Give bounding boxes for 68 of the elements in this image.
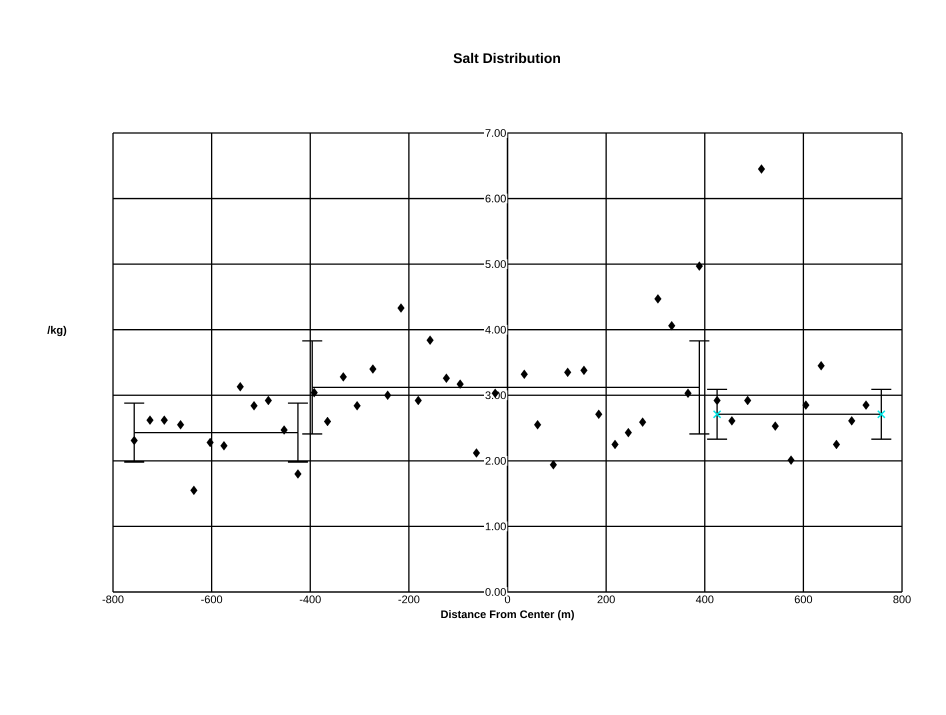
point bbox=[520, 370, 528, 379]
point bbox=[354, 401, 361, 410]
y-tick-label: 6.00 bbox=[486, 194, 506, 202]
point bbox=[456, 379, 464, 389]
point bbox=[146, 415, 154, 425]
y-tick-label: 4.00 bbox=[485, 326, 506, 334]
point bbox=[397, 303, 405, 313]
point bbox=[696, 261, 703, 271]
point bbox=[176, 420, 184, 430]
x-tick-label: 800 bbox=[893, 596, 911, 604]
y-tick-label: 5.00 bbox=[485, 260, 506, 268]
x-tick-label: 200 bbox=[598, 596, 615, 604]
point bbox=[426, 335, 434, 345]
point bbox=[250, 401, 258, 410]
point bbox=[264, 396, 272, 406]
point bbox=[848, 416, 856, 426]
x-tick-label: -800 bbox=[102, 596, 124, 604]
y-tick-label: 2.00 bbox=[486, 456, 506, 465]
point bbox=[160, 415, 168, 425]
point bbox=[595, 410, 602, 419]
point bbox=[340, 372, 347, 382]
y-tick-label: 1.00 bbox=[486, 522, 506, 530]
y-tick-label: 0.00 bbox=[485, 588, 506, 596]
point bbox=[236, 382, 244, 392]
x-tick-label: 600 bbox=[794, 596, 812, 604]
point bbox=[442, 374, 450, 383]
point bbox=[832, 440, 840, 450]
y-tick-label: 7.00 bbox=[486, 129, 506, 137]
point bbox=[712, 410, 722, 419]
x-tick-label: 400 bbox=[696, 596, 714, 604]
point bbox=[611, 440, 619, 450]
point bbox=[294, 469, 302, 479]
point bbox=[684, 388, 692, 398]
point bbox=[728, 416, 736, 426]
point bbox=[369, 364, 376, 374]
point bbox=[802, 400, 810, 410]
x-tick-label: -600 bbox=[201, 596, 222, 604]
x-tick-label: -200 bbox=[398, 596, 420, 604]
chart-title: Salt Distribution bbox=[454, 52, 560, 64]
point bbox=[472, 448, 480, 458]
point bbox=[580, 366, 588, 376]
point bbox=[744, 396, 752, 406]
point bbox=[534, 420, 542, 430]
point bbox=[550, 460, 557, 470]
point bbox=[280, 425, 288, 435]
point bbox=[654, 294, 662, 304]
point bbox=[862, 400, 870, 410]
point bbox=[758, 164, 766, 174]
point bbox=[877, 410, 886, 419]
point bbox=[639, 417, 646, 427]
point bbox=[310, 388, 318, 398]
point bbox=[384, 390, 392, 400]
point bbox=[190, 486, 198, 496]
point bbox=[564, 368, 572, 378]
point bbox=[818, 361, 825, 370]
x-tick-label: -400 bbox=[300, 596, 321, 604]
y-axis-title: /kg) bbox=[47, 326, 66, 336]
x-axis-title: Distance From Center (m) bbox=[441, 610, 574, 620]
point bbox=[220, 441, 228, 450]
point bbox=[668, 321, 676, 330]
point bbox=[772, 421, 779, 431]
point bbox=[714, 396, 721, 406]
point bbox=[206, 438, 214, 448]
point bbox=[414, 396, 422, 406]
point bbox=[624, 428, 632, 438]
point bbox=[324, 416, 332, 426]
point bbox=[130, 436, 138, 446]
point bbox=[787, 455, 795, 465]
